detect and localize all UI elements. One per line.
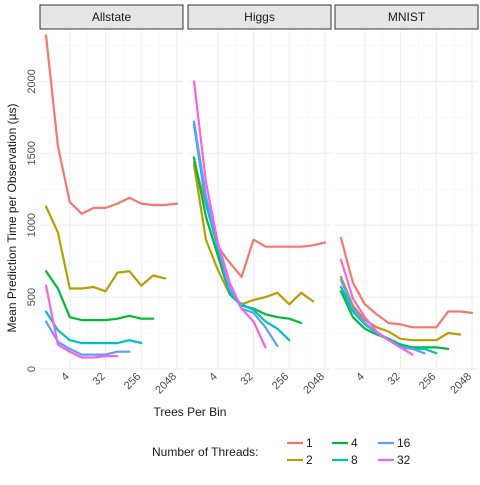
facet-panel: MNIST 4 32 256 2048 [334, 4, 479, 397]
y-tick-label: 2000 [26, 69, 38, 93]
legend-title: Number of Threads: [152, 445, 259, 459]
x-tick-label: 4 [354, 371, 367, 384]
legend-label: 32 [397, 453, 411, 467]
y-tick-label: 0 [26, 366, 38, 372]
series-line [339, 237, 474, 329]
facet-strip [39, 4, 184, 30]
facet-strip [187, 4, 332, 30]
x-tick-label: 2048 [301, 371, 327, 397]
x-tick-label: 2048 [153, 371, 179, 397]
panels-layer: Allstate 4 32 256 2048 Higgs 4 32 256 2048 MNIST 4 3… [39, 4, 479, 397]
x-tick-label: 4 [207, 371, 220, 384]
x-tick-label: 256 [270, 371, 291, 392]
series-line [44, 34, 179, 215]
y-tick-label: 500 [26, 288, 38, 306]
y-tick-label: 1500 [26, 141, 38, 165]
legend-label: 1 [306, 436, 313, 450]
x-tick-label: 32 [239, 371, 256, 388]
facet-panel: Higgs 4 32 256 2048 [187, 4, 332, 397]
series-line [192, 80, 267, 349]
series-line [192, 120, 279, 348]
x-tick-label: 2048 [448, 371, 474, 397]
facet-strip-label: Allstate [92, 10, 132, 24]
y-axis: 0 500 1000 1500 2000 [26, 69, 38, 372]
series-line [44, 320, 131, 356]
series-line [339, 285, 438, 355]
facet-strip-label: MNIST [388, 10, 426, 24]
y-axis-title: Mean Prediction Time per Observation (µs… [5, 103, 19, 332]
legend-label: 2 [306, 453, 313, 467]
series-line [44, 205, 167, 293]
x-tick-label: 32 [386, 371, 403, 388]
series-line [44, 284, 119, 359]
series-line [44, 270, 155, 322]
series-line [192, 123, 291, 342]
y-tick-label: 1000 [26, 213, 38, 237]
legend: Number of Threads: 1 2 4 8 16 32 [152, 436, 411, 467]
legend-label: 16 [397, 436, 411, 450]
x-tick-label: 4 [59, 371, 72, 384]
series-line [339, 275, 462, 342]
legend-label: 4 [351, 436, 358, 450]
facet-strip-label: Higgs [244, 10, 275, 24]
x-axis-title: Trees Per Bin [154, 405, 227, 419]
facet-strip [334, 4, 479, 30]
legend-label: 8 [351, 453, 358, 467]
series-line [44, 310, 143, 345]
facet-panel: Allstate 4 32 256 2048 [39, 4, 184, 397]
x-tick-label: 256 [417, 371, 438, 392]
series-line [339, 258, 414, 356]
x-tick-label: 256 [122, 371, 143, 392]
x-tick-label: 32 [91, 371, 108, 388]
series-line [192, 163, 315, 306]
